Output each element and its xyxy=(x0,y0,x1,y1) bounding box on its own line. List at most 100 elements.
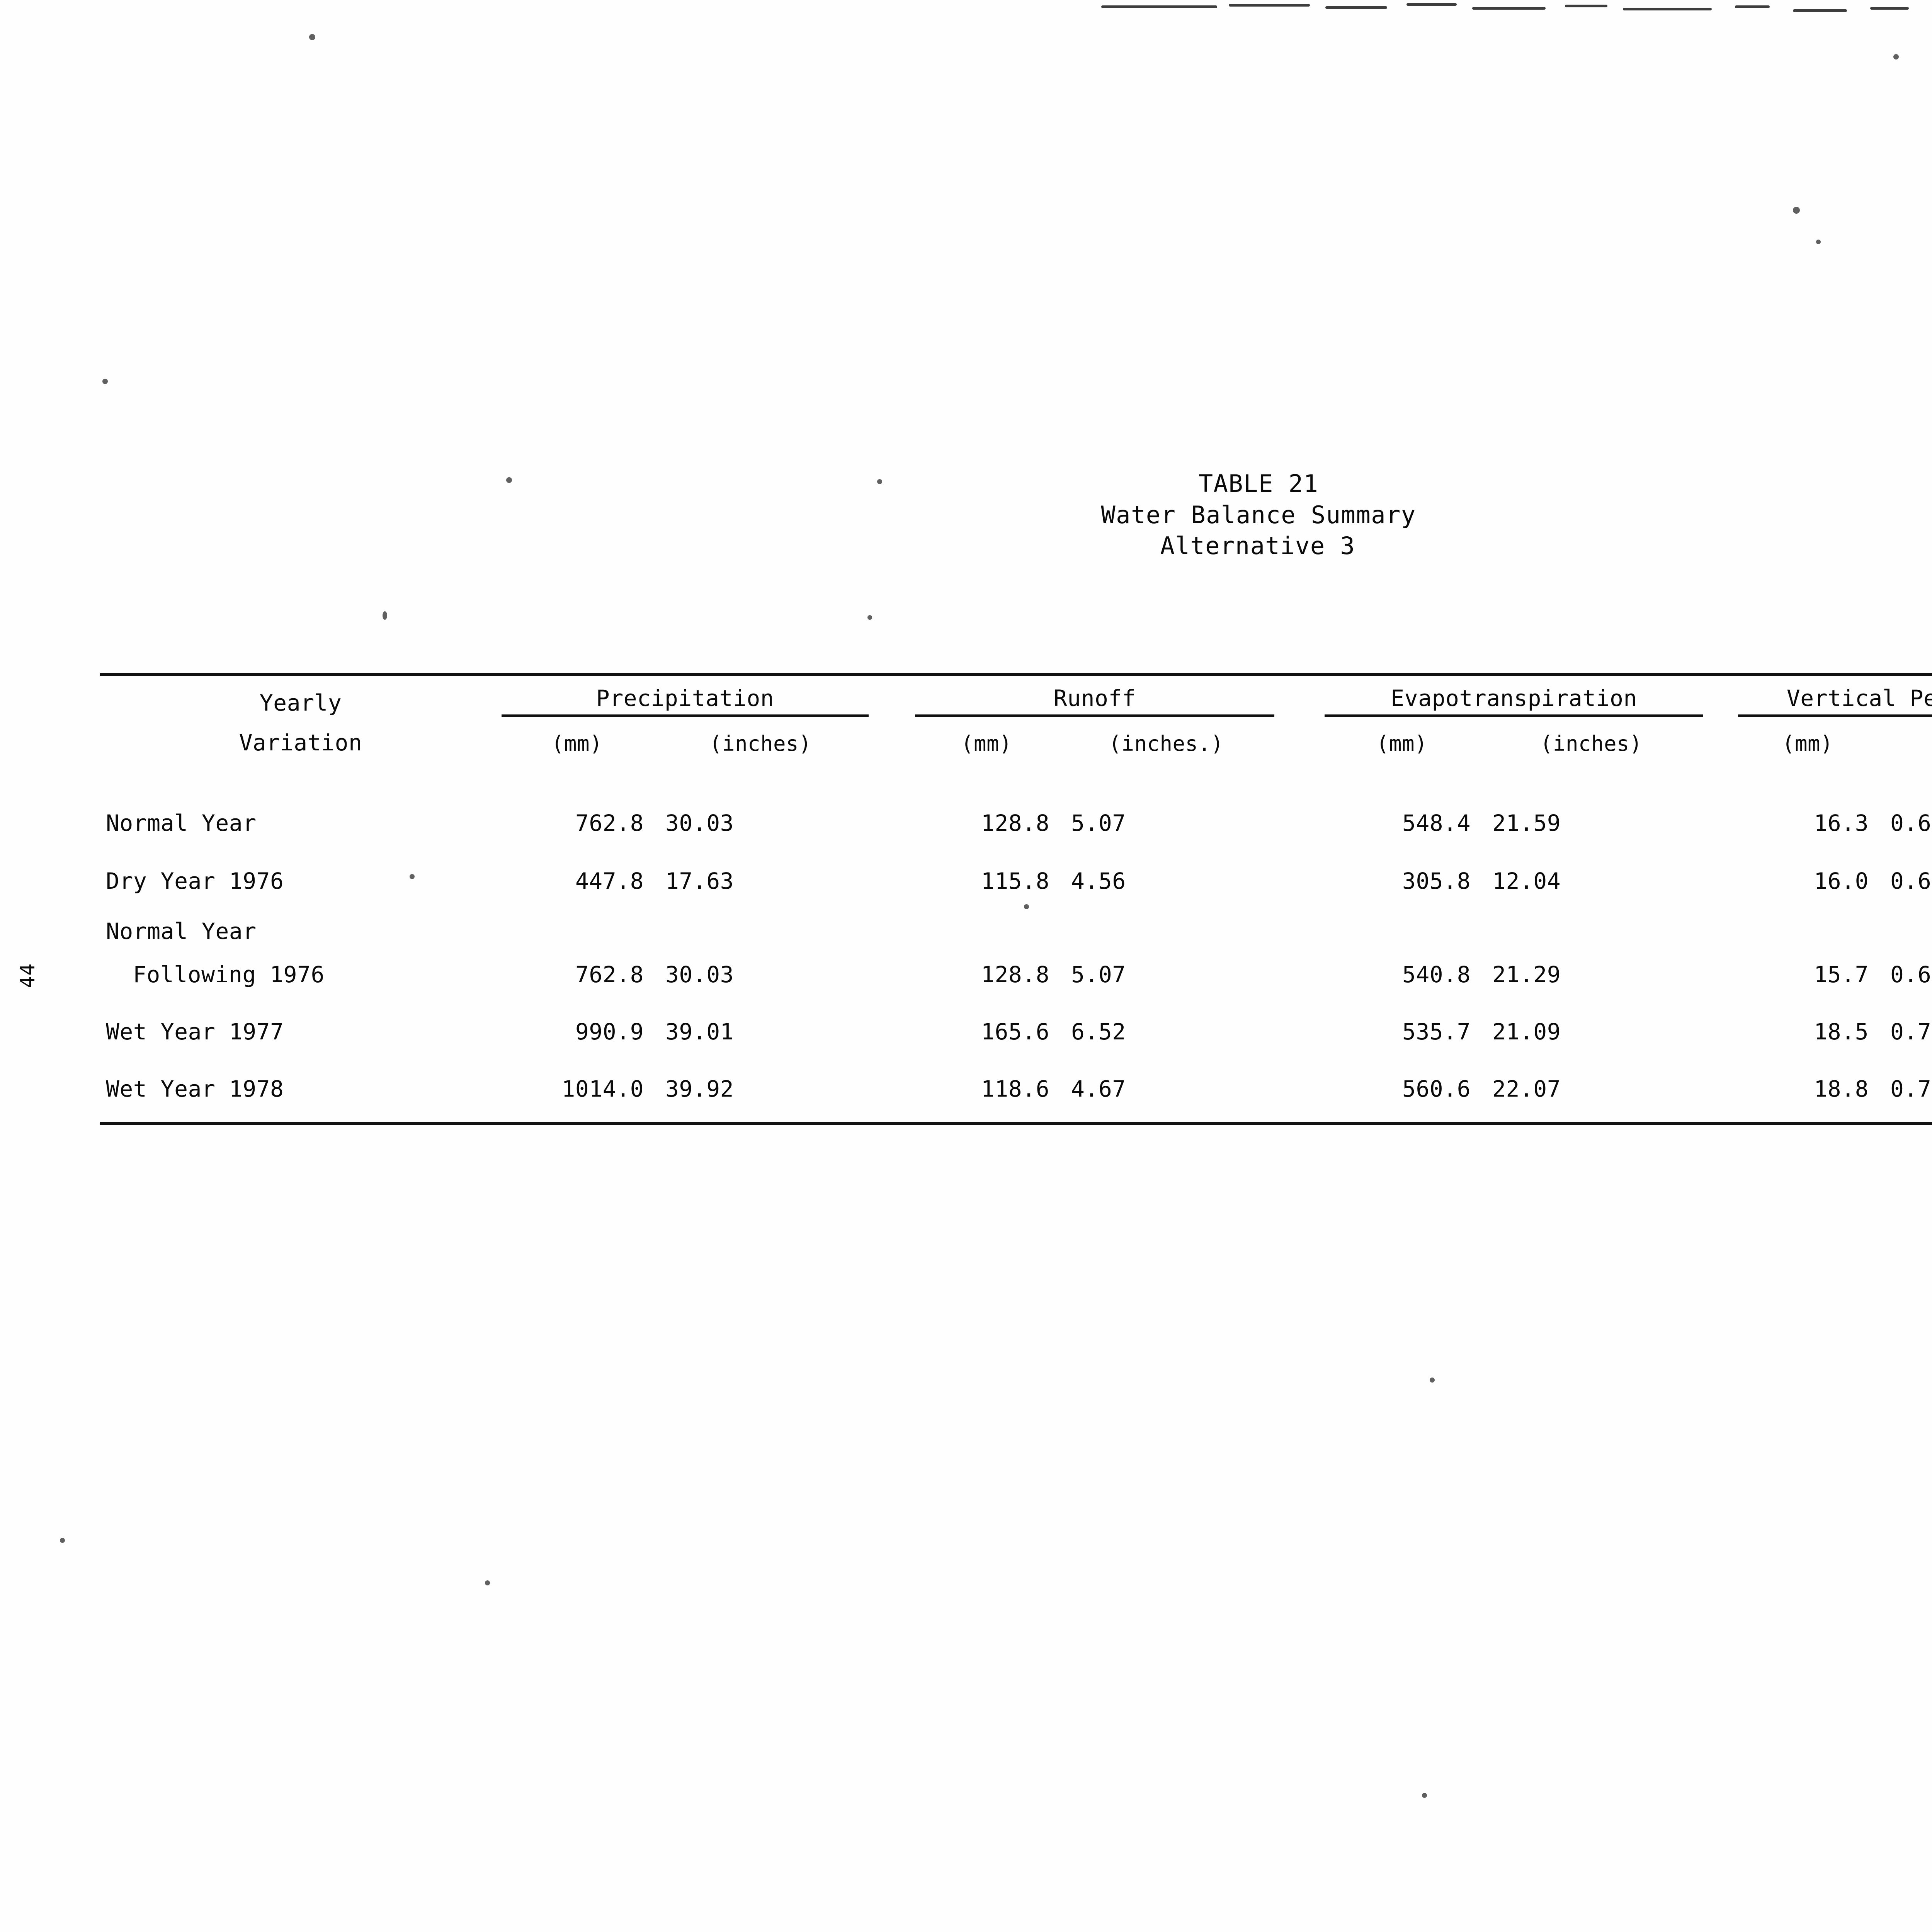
cell-runoff-mm: 165.6 xyxy=(981,1019,1050,1045)
cell-vertical-percolation-mm: 16.3 xyxy=(1814,810,1869,836)
page-number: 44 xyxy=(16,963,39,988)
cell-precipitation-mm: 762.8 xyxy=(575,810,644,836)
table-bottom-rule xyxy=(100,1122,1932,1125)
water-balance-table: Yearly Precipitation Runoff Evapotranspi… xyxy=(100,673,1932,1125)
unit-runoff-mm: (mm) xyxy=(961,731,1012,756)
cell-precipitation-inches: 17.63 xyxy=(665,868,734,894)
cell-vertical-percolation-mm: 18.5 xyxy=(1814,1019,1869,1045)
scan-speck xyxy=(60,1538,65,1543)
cell-vertical-percolation-mm: 18.8 xyxy=(1814,1076,1869,1102)
cell-vertical-percolation-inches: 0.73 xyxy=(1890,1019,1932,1045)
cell-evapotranspiration-inches: 21.09 xyxy=(1492,1019,1561,1045)
cell-evapotranspiration-inches: 21.29 xyxy=(1492,961,1561,988)
scan-speck xyxy=(1430,1378,1435,1383)
scan-speck xyxy=(485,1580,490,1585)
cell-precipitation-inches: 30.03 xyxy=(665,810,734,836)
cell-vertical-percolation-mm: 15.7 xyxy=(1814,961,1869,988)
cell-evapotranspiration-inches: 22.07 xyxy=(1492,1076,1561,1102)
cell-vertical-percolation-inches: 0.64 xyxy=(1890,810,1932,836)
cell-vertical-percolation-inches: 0.62 xyxy=(1890,961,1932,988)
cell-vertical-percolation-mm: 16.0 xyxy=(1814,868,1869,894)
scan-speck xyxy=(410,874,415,879)
table-row: Dry Year 1976 447.8 17.63 115.8 4.56 305… xyxy=(100,836,1932,894)
row-label: Wet Year 1977 xyxy=(106,1019,284,1045)
table-row: Wet Year 1978 1014.0 39.92 118.6 4.67 56… xyxy=(100,1045,1932,1102)
group-header-runoff: Runoff xyxy=(915,676,1275,717)
cell-evapotranspiration-mm: 535.7 xyxy=(1402,1019,1471,1045)
cell-runoff-inches: 5.07 xyxy=(1071,961,1126,988)
scan-speck xyxy=(1816,240,1821,244)
cell-vertical-percolation-inches: 0.74 xyxy=(1890,1076,1932,1102)
scan-speck xyxy=(1893,54,1899,60)
table-title-block: TABLE 21 Water Balance Summary Alternati… xyxy=(0,468,1932,562)
unit-runoff-inches: (inches.) xyxy=(1109,731,1224,756)
cell-evapotranspiration-mm: 540.8 xyxy=(1402,961,1471,988)
group-header-precipitation: Precipitation xyxy=(502,676,869,717)
cell-evapotranspiration-mm: 305.8 xyxy=(1402,868,1471,894)
row-label-line2: Following 1976 xyxy=(133,961,325,988)
table-row-continued-label: Normal Year xyxy=(100,894,1932,944)
cell-precipitation-mm: 1014.0 xyxy=(561,1076,644,1102)
table-body: Yearly Precipitation Runoff Evapotranspi… xyxy=(100,676,1932,1102)
cell-evapotranspiration-inches: 21.59 xyxy=(1492,810,1561,836)
cell-precipitation-mm: 990.9 xyxy=(575,1019,644,1045)
scan-speck xyxy=(383,611,387,620)
spacer-c xyxy=(1703,676,1738,716)
scan-speck xyxy=(877,479,882,484)
header-body-spacer xyxy=(100,756,1932,778)
scan-edge-artifact xyxy=(1101,0,1932,21)
spacer-b xyxy=(1274,676,1325,716)
row-label: Wet Year 1978 xyxy=(106,1076,284,1102)
cell-runoff-inches: 5.07 xyxy=(1071,810,1126,836)
scan-speck xyxy=(1422,1793,1427,1798)
row-label: Dry Year 1976 xyxy=(106,868,284,894)
unit-precipitation-mm: (mm) xyxy=(551,731,603,756)
cell-precipitation-inches: 39.92 xyxy=(665,1076,734,1102)
cell-runoff-inches: 4.67 xyxy=(1071,1076,1126,1102)
scan-speck xyxy=(867,615,872,620)
unit-vertical-percolation-inches: (inches) xyxy=(1877,716,1932,756)
table-group-header-row: Yearly Precipitation Runoff Evapotranspi… xyxy=(100,676,1932,717)
cell-runoff-mm: 115.8 xyxy=(981,868,1050,894)
cell-precipitation-inches: 30.03 xyxy=(665,961,734,988)
row-header-line1: Yearly xyxy=(259,689,342,716)
cell-runoff-mm: 118.6 xyxy=(981,1076,1050,1102)
cell-evapotranspiration-mm: 560.6 xyxy=(1402,1076,1471,1102)
unit-evapotranspiration-mm: (mm) xyxy=(1376,731,1428,756)
unit-precipitation-inches: (inches) xyxy=(709,731,812,756)
scan-speck xyxy=(309,34,315,40)
table-row: Following 1976 762.8 30.03 128.8 5.07 54… xyxy=(100,944,1932,988)
row-header-line2: Variation xyxy=(239,730,362,756)
cell-precipitation-mm: 762.8 xyxy=(575,961,644,988)
table-row: Wet Year 1977 990.9 39.01 165.6 6.52 535… xyxy=(100,988,1932,1045)
scan-speck xyxy=(1793,207,1800,214)
scan-speck xyxy=(1024,904,1029,909)
table-row: Normal Year 762.8 30.03 128.8 5.07 548.4… xyxy=(100,778,1932,836)
spacer-a xyxy=(869,676,915,716)
table-unit-header-row: Variation (mm) (inches) (mm) (inches.) (… xyxy=(100,716,1932,756)
spacer-a2 xyxy=(869,716,915,756)
table-title: TABLE 21 xyxy=(1198,469,1319,498)
row-label: Normal Year xyxy=(106,810,257,836)
spacer-b2 xyxy=(1274,716,1325,756)
scan-speck xyxy=(506,477,512,483)
cell-evapotranspiration-inches: 12.04 xyxy=(1492,868,1561,894)
cell-runoff-inches: 4.56 xyxy=(1071,868,1126,894)
cell-precipitation-mm: 447.8 xyxy=(575,868,644,894)
table-subtitle: Water Balance Summary xyxy=(1101,500,1416,529)
cell-evapotranspiration-mm: 548.4 xyxy=(1402,810,1471,836)
spacer-c2 xyxy=(1703,716,1738,756)
table-top-rule xyxy=(100,673,1932,676)
scan-speck xyxy=(102,379,108,384)
cell-runoff-mm: 128.8 xyxy=(981,810,1050,836)
group-header-evapotranspiration: Evapotranspiration xyxy=(1325,676,1704,717)
cell-vertical-percolation-inches: 0.63 xyxy=(1890,868,1932,894)
cell-precipitation-inches: 39.01 xyxy=(665,1019,734,1045)
unit-vertical-percolation-mm: (mm) xyxy=(1782,731,1833,756)
cell-runoff-mm: 128.8 xyxy=(981,961,1050,988)
table-alternative: Alternative 3 xyxy=(1160,532,1355,560)
row-label: Normal Year xyxy=(106,918,257,944)
unit-evapotranspiration-inches: (inches) xyxy=(1540,731,1643,756)
cell-runoff-inches: 6.52 xyxy=(1071,1019,1126,1045)
